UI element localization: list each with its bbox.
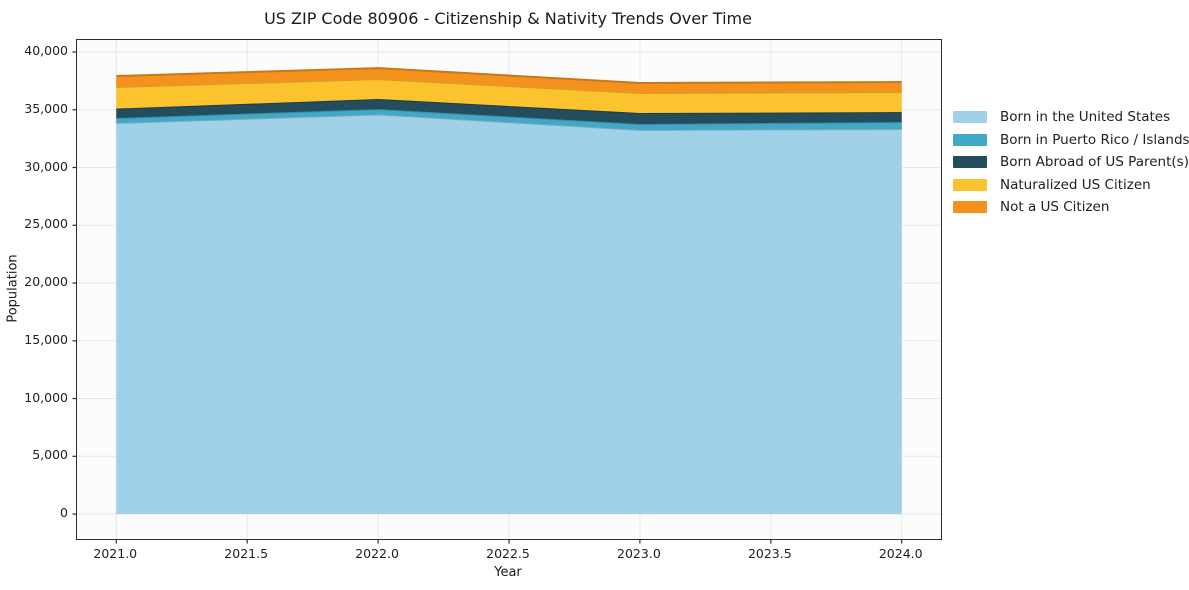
y-tick-label: 0 bbox=[60, 505, 68, 521]
legend-item-not-citizen: Not a US Citizen bbox=[953, 196, 1189, 219]
y-tick-label: 5,000 bbox=[32, 447, 68, 463]
x-tick-label: 2022.0 bbox=[355, 546, 399, 561]
legend-label-born-abroad: Born Abroad of US Parent(s) bbox=[1000, 154, 1189, 171]
x-tick-label: 2021.5 bbox=[224, 546, 269, 561]
y-axis-label: Population bbox=[5, 254, 21, 323]
stacked-area-chart bbox=[72, 40, 941, 544]
legend-item-born-us: Born in the United States bbox=[953, 106, 1189, 129]
y-tick-label: 35,000 bbox=[24, 100, 68, 116]
x-tick-label: 2023.5 bbox=[747, 546, 792, 561]
legend-item-born-abroad: Born Abroad of US Parent(s) bbox=[953, 151, 1189, 174]
x-tick-label: 2023.0 bbox=[617, 546, 661, 561]
x-tick-label: 2022.5 bbox=[486, 546, 530, 561]
legend-label-not-citizen: Not a US Citizen bbox=[1000, 199, 1110, 216]
legend-swatch-born-us bbox=[953, 111, 987, 124]
y-tick-label: 15,000 bbox=[24, 331, 68, 347]
legend-label-born-pr: Born in Puerto Rico / Islands bbox=[1000, 131, 1189, 148]
legend-item-naturalized: Naturalized US Citizen bbox=[953, 174, 1189, 197]
y-tick-label: 25,000 bbox=[24, 216, 68, 232]
legend-label-naturalized: Naturalized US Citizen bbox=[1000, 176, 1151, 193]
legend-swatch-born-pr bbox=[953, 133, 987, 146]
legend-swatch-born-abroad bbox=[953, 156, 987, 169]
y-tick-label: 30,000 bbox=[24, 158, 68, 174]
legend: Born in the United States Born in Puerto… bbox=[953, 106, 1189, 219]
y-tick-label: 10,000 bbox=[24, 389, 68, 405]
y-tick-label: 40,000 bbox=[24, 43, 68, 58]
legend-item-born-pr: Born in Puerto Rico / Islands bbox=[953, 129, 1189, 152]
legend-swatch-naturalized bbox=[953, 178, 987, 191]
legend-label-born-us: Born in the United States bbox=[1000, 109, 1171, 126]
legend-swatch-not-citizen bbox=[953, 201, 987, 214]
plot-area bbox=[72, 39, 942, 544]
x-tick-label: 2024.0 bbox=[878, 546, 923, 561]
chart-title: US ZIP Code 80906 - Citizenship & Nativi… bbox=[264, 9, 752, 28]
x-axis-label: Year bbox=[494, 565, 522, 580]
x-tick-label: 2021.0 bbox=[93, 546, 138, 561]
y-tick-label: 20,000 bbox=[24, 274, 68, 290]
